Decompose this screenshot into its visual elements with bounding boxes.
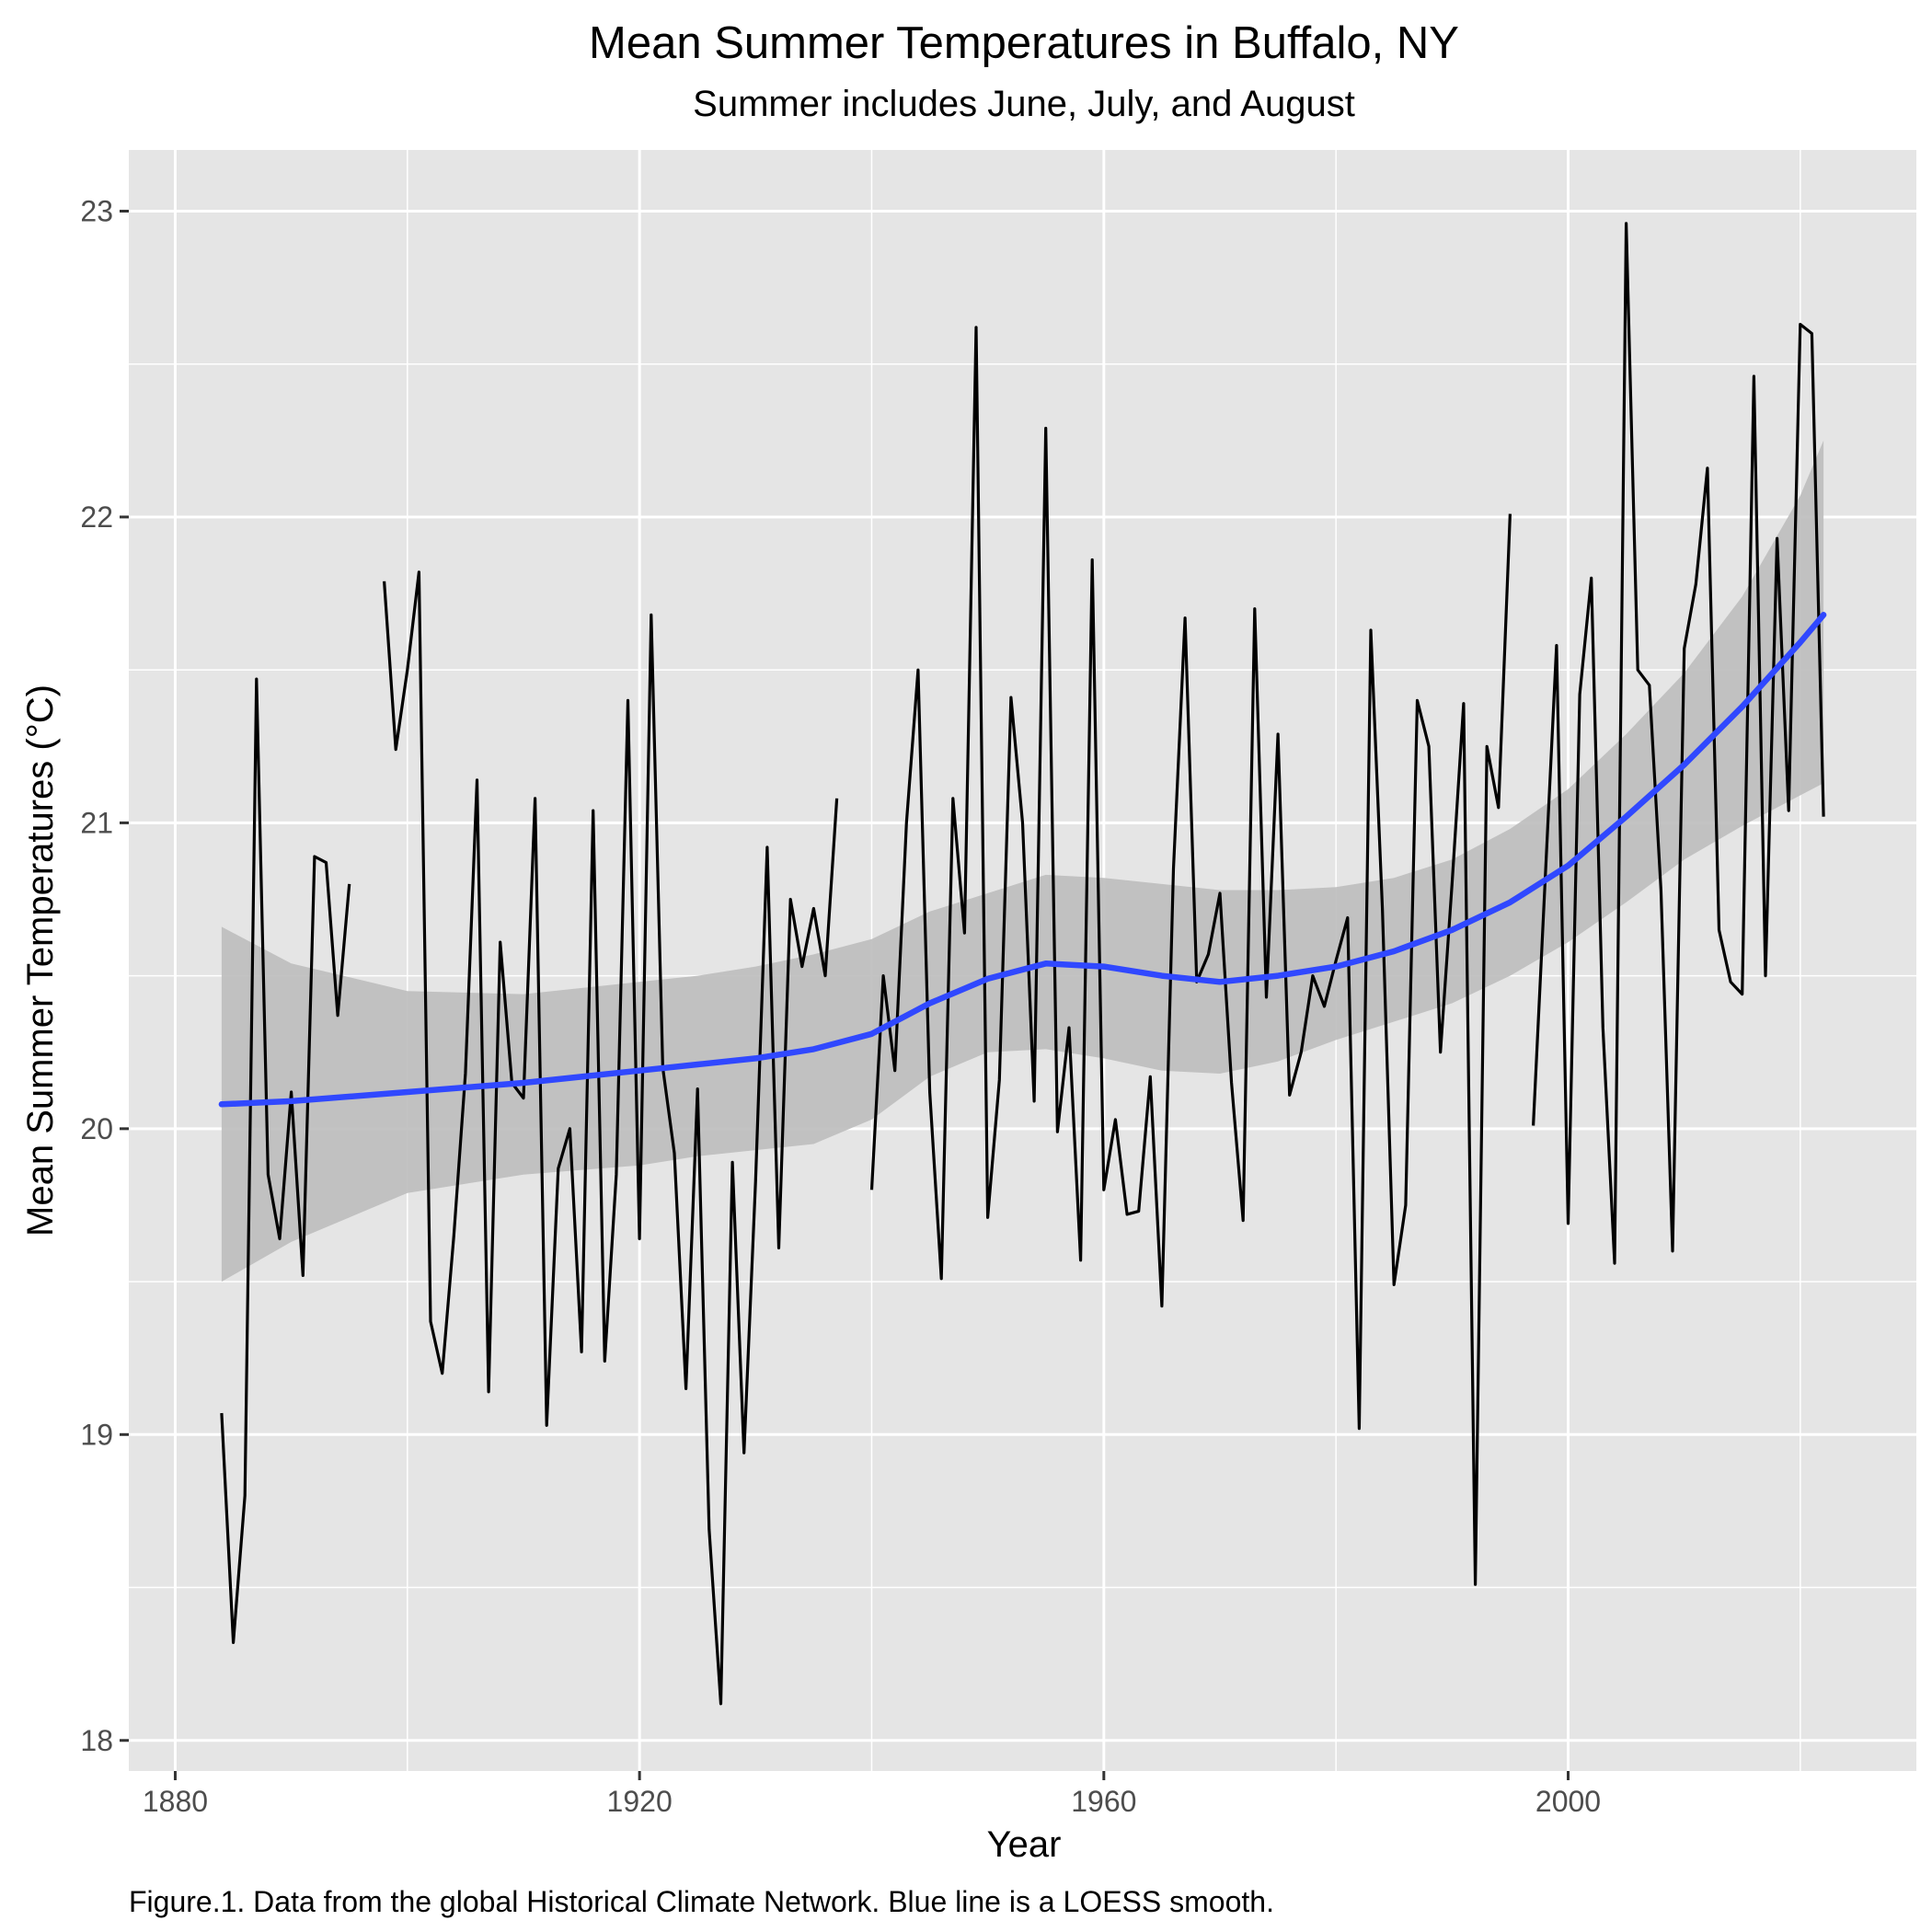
x-tick-label: 1920 [607,1785,673,1818]
temperature-line-segment [869,326,1512,1586]
y-tick-label: 21 [80,806,113,839]
chart-title: Mean Summer Temperatures in Buffalo, NY [589,18,1459,68]
loess-smooth-line [218,612,1827,1108]
x-tick-label: 2000 [1535,1785,1601,1818]
y-tick-label: 23 [80,194,113,227]
x-tick-label: 1880 [143,1785,208,1818]
y-tick-label: 19 [80,1418,113,1451]
temperature-line-segment [383,570,839,1706]
temperature-line-segment [1532,222,1825,1265]
chart-subtitle: Summer includes June, July, and August [693,84,1355,124]
temperature-line-segment [220,677,351,1644]
series-layer [218,222,1827,1706]
y-tick-label: 22 [80,500,113,534]
y-tick-label: 18 [80,1724,113,1757]
x-axis-title: Year [987,1824,1062,1865]
figure-caption: Figure.1. Data from the global Historica… [129,1885,1274,1918]
y-axis-title: Mean Summer Temperatures (°C) [20,684,61,1236]
y-tick-label: 20 [80,1112,113,1145]
grid-major [129,150,1916,1771]
x-tick-label: 1960 [1071,1785,1136,1818]
